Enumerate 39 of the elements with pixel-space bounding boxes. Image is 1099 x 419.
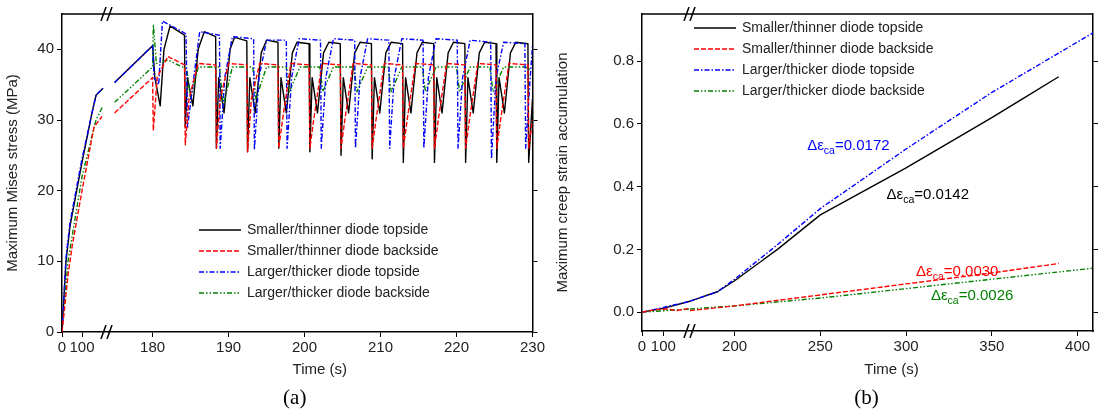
x-tick-label: 210 (368, 338, 394, 356)
text: (b) (854, 384, 879, 409)
x-tick-label: 220 (443, 338, 470, 356)
x-tick-label: 400 (1065, 337, 1091, 355)
y-tick-label: 30 (37, 110, 54, 128)
legend-label: Larger/thicker diode backside (742, 81, 926, 98)
y-tick-label: 0 (45, 322, 54, 340)
x-tick-label: 350 (979, 337, 1005, 355)
x-tick-label: 200 (292, 338, 318, 356)
x-tick-label: 230 (519, 338, 545, 356)
x-axis-title: Time (s) (864, 360, 919, 378)
y-tick-label: 0.2 (613, 239, 634, 257)
legend-label: Larger/thicker diode topside (247, 262, 421, 279)
x-tick-label: 300 (893, 337, 919, 355)
legend-label: Smaller/thinner diode backside (247, 241, 439, 258)
y-tick-label: 0.8 (613, 51, 634, 69)
x-tick-label: 250 (807, 337, 833, 355)
legend-label: Smaller/thinner diode topside (247, 220, 429, 237)
y-tick-label: 0.4 (613, 176, 634, 194)
x-tick-label: 100 (69, 338, 95, 356)
x-tick-label: 190 (216, 338, 242, 356)
y-tick-label: 20 (37, 180, 54, 198)
legend-label: Larger/thicker diode topside (742, 60, 915, 77)
x-tick-label: 0 (57, 338, 67, 356)
x-tick-label: 200 (722, 337, 748, 355)
x-tick-label: 100 (650, 337, 676, 355)
legend-label: Smaller/thinner diode backside (742, 39, 934, 56)
y-axis-title: Maximum creep strain accumulation (553, 52, 571, 293)
x-tick-label: 0 (637, 337, 647, 355)
legend-label: Larger/thicker diode backside (247, 283, 431, 300)
x-axis-title: Time (s) (292, 360, 347, 378)
text: (a) (283, 384, 307, 409)
y-tick-label: 10 (37, 251, 54, 269)
y-tick-label: 0.0 (613, 302, 634, 320)
legend-label: Smaller/thinner diode topside (742, 18, 924, 35)
y-tick-label: 40 (37, 39, 54, 57)
x-tick-label: 180 (140, 338, 166, 356)
y-tick-label: 0.6 (613, 113, 634, 131)
y-axis-title: Maximum Mises stress (MPa) (3, 74, 21, 272)
